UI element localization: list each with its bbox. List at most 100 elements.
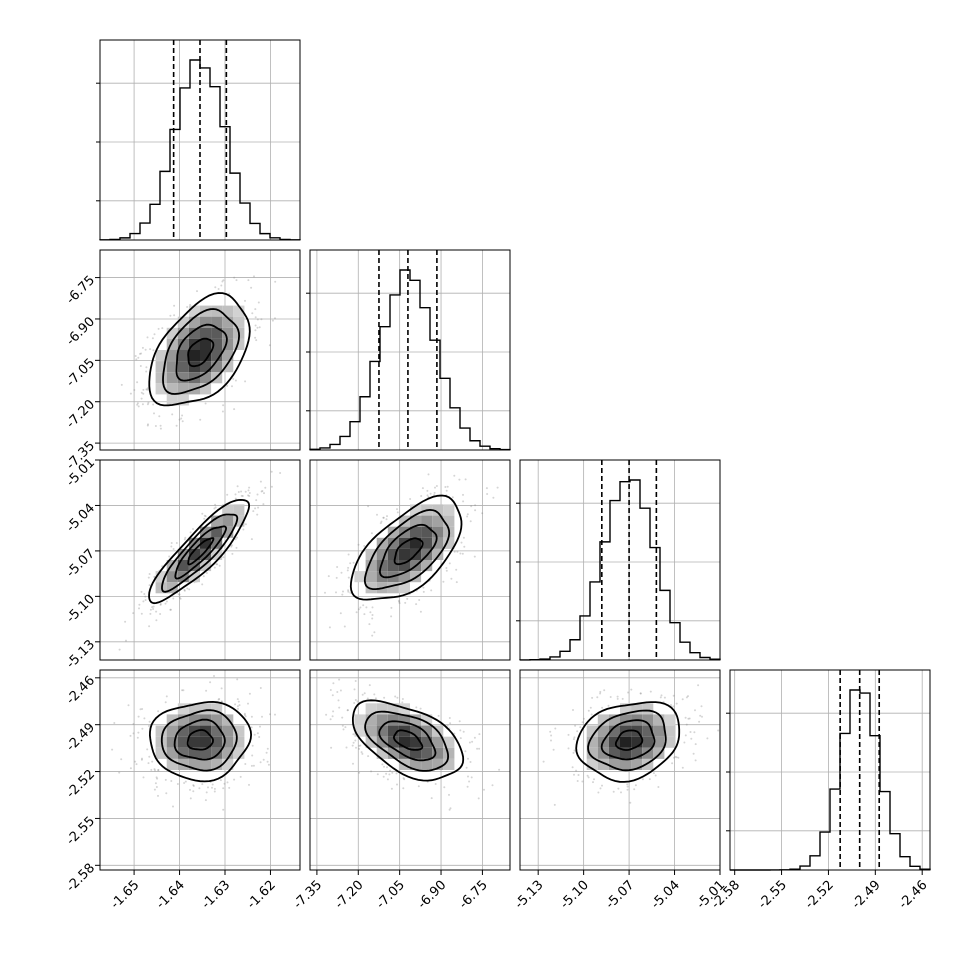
density-cell xyxy=(387,560,399,572)
contour-level-4 xyxy=(352,699,465,782)
y-tick-label: -5.10 xyxy=(64,592,98,626)
scatter-point xyxy=(201,583,204,586)
density-cell xyxy=(664,714,676,726)
scatter-point xyxy=(244,299,246,302)
scatter-point xyxy=(253,733,256,736)
contour-level-1 xyxy=(187,337,215,368)
density-cell xyxy=(211,350,223,362)
scatter-point xyxy=(231,385,233,388)
density-cell xyxy=(642,747,654,759)
scatter-point xyxy=(189,788,191,791)
scatter-point xyxy=(550,734,553,737)
density-cell xyxy=(200,747,212,759)
scatter-point xyxy=(572,709,574,711)
density-cell xyxy=(432,526,444,538)
scatter-point xyxy=(153,788,156,791)
scatter-point xyxy=(222,787,225,790)
scatter-point xyxy=(417,785,420,788)
scatter-point xyxy=(268,344,271,347)
density-cell xyxy=(200,316,212,328)
scatter-point xyxy=(172,597,175,600)
scatter-point xyxy=(263,492,265,495)
density-cell xyxy=(155,383,167,395)
scatter-point xyxy=(222,404,225,407)
density-cell xyxy=(177,338,189,350)
scatter-point xyxy=(467,757,469,760)
scatter-point xyxy=(270,470,273,473)
scatter-point xyxy=(601,706,604,709)
scatter-point xyxy=(401,698,404,700)
scatter-point xyxy=(621,697,624,700)
histogram-step xyxy=(309,269,511,451)
density-cell xyxy=(410,747,422,759)
scatter-point xyxy=(233,408,236,411)
density-cell xyxy=(155,372,167,384)
x-tick-label: -7.20 xyxy=(332,878,366,912)
scatter-point xyxy=(352,561,355,564)
scatter-point xyxy=(552,748,555,751)
scatter-point xyxy=(367,505,370,508)
scatter-points xyxy=(118,470,282,651)
scatter-point xyxy=(139,365,142,367)
scatter-point xyxy=(435,485,438,487)
scatter-point xyxy=(217,698,220,701)
scatter-point xyxy=(257,506,260,509)
scatter-point xyxy=(437,714,440,717)
scatter-point xyxy=(550,739,552,742)
scatter-point xyxy=(184,780,187,783)
density-cell xyxy=(410,758,422,770)
scatter-point xyxy=(346,709,349,712)
density-cell xyxy=(200,338,212,350)
scatter-point xyxy=(446,724,449,727)
scatter-point xyxy=(478,733,481,736)
scatter-point xyxy=(136,736,139,739)
density-cell xyxy=(365,725,377,737)
scatter-point xyxy=(403,778,406,781)
density-cell xyxy=(354,571,366,583)
scatter-point xyxy=(675,702,678,705)
density-cell xyxy=(200,327,212,339)
density-cell xyxy=(586,758,598,770)
scatter-point xyxy=(445,567,448,569)
scatter-point xyxy=(129,767,132,770)
scatter-point xyxy=(355,746,357,749)
scatter-point xyxy=(140,397,143,400)
density-cell xyxy=(211,736,223,748)
scatter-point xyxy=(220,284,223,287)
scatter-point xyxy=(599,692,602,695)
scatter-point xyxy=(236,678,239,681)
scatter-point xyxy=(255,499,258,502)
scatter-point xyxy=(687,695,689,698)
scatter-panel-3-2 xyxy=(519,669,721,871)
scatter-point xyxy=(209,681,212,684)
density-cell xyxy=(387,725,399,737)
scatter-point xyxy=(706,737,709,740)
x-tick-label: -2.46 xyxy=(896,878,930,912)
contour-level-1 xyxy=(186,729,214,751)
density-cell xyxy=(177,394,189,406)
scatter-point xyxy=(460,541,463,544)
scatter-point xyxy=(328,626,331,629)
scatter-point xyxy=(140,612,143,615)
scatter-point xyxy=(692,752,695,755)
scatter-point xyxy=(620,791,622,794)
density-cell xyxy=(421,758,433,770)
scatter-point xyxy=(327,575,330,578)
scatter-point xyxy=(211,783,214,786)
density-cell xyxy=(188,747,200,759)
scatter-point xyxy=(459,729,462,732)
scatter-point xyxy=(155,610,158,613)
scatter-point xyxy=(173,304,176,307)
scatter-point xyxy=(451,496,454,499)
scatter-point xyxy=(266,747,269,750)
scatter-point xyxy=(466,513,469,516)
scatter-point xyxy=(347,576,350,579)
density-cell xyxy=(608,747,620,759)
scatter-point xyxy=(351,744,354,747)
density-cell xyxy=(211,714,223,726)
density-cell xyxy=(586,736,598,748)
scatter-point xyxy=(215,563,218,566)
scatter-point xyxy=(164,602,167,605)
density-cell xyxy=(620,703,632,715)
scatter-point xyxy=(169,314,172,317)
